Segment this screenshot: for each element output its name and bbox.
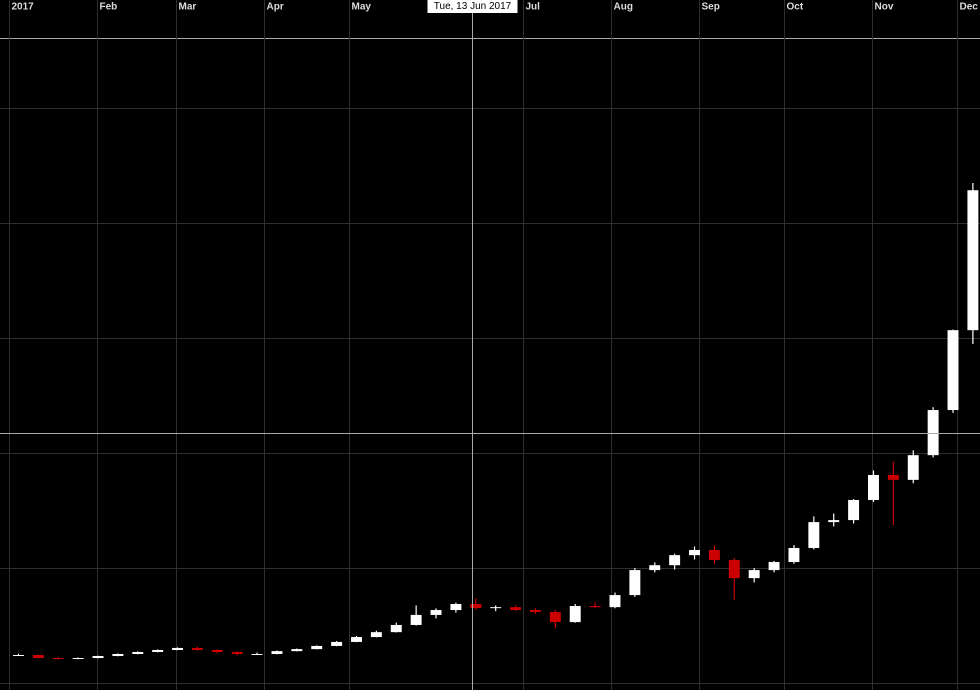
candle-body xyxy=(609,595,621,608)
candle-body xyxy=(967,190,979,331)
candle-body xyxy=(172,647,184,650)
candle-body xyxy=(92,656,104,659)
candle-body xyxy=(887,474,899,480)
candle-body xyxy=(589,606,601,608)
candle-body xyxy=(152,649,164,652)
candle-body xyxy=(728,560,740,579)
x-tick-label: Feb xyxy=(100,2,118,13)
x-tick-label: Aug xyxy=(614,2,633,13)
crosshair-label: Tue, 13 Jun 2017 xyxy=(434,1,512,12)
candle-body xyxy=(450,603,462,611)
candle-body xyxy=(490,607,502,609)
candle-body xyxy=(12,655,24,657)
candle-body xyxy=(231,651,243,654)
candle-body xyxy=(748,570,760,579)
candle-body xyxy=(629,570,641,596)
candle-body xyxy=(390,624,402,633)
candle-body xyxy=(211,649,223,652)
candle-body xyxy=(251,653,263,655)
candle-body xyxy=(72,658,84,660)
x-tick-label: Apr xyxy=(267,2,284,13)
candle-body xyxy=(708,549,720,561)
candle-body xyxy=(669,555,681,566)
x-tick-label: Sep xyxy=(702,2,720,13)
candle-body xyxy=(529,610,541,613)
candle-body xyxy=(191,647,203,650)
candle-body xyxy=(768,562,780,571)
candle-body xyxy=(549,612,561,623)
crosshair-label-box xyxy=(427,0,518,13)
x-tick-label: Mar xyxy=(179,2,197,13)
x-tick-label: 2017 xyxy=(12,2,35,13)
candle-body xyxy=(331,641,343,646)
candle-body xyxy=(689,549,700,556)
candle-body xyxy=(311,645,323,650)
candle-body xyxy=(112,653,124,657)
candle-body xyxy=(351,637,362,642)
x-tick-label: Nov xyxy=(875,2,894,13)
x-tick-label: Jul xyxy=(526,2,541,13)
candle-body xyxy=(271,651,283,654)
candle-body xyxy=(132,651,144,654)
candle-body xyxy=(947,330,959,411)
x-tick-label: Oct xyxy=(787,2,804,13)
candle-body xyxy=(569,606,581,623)
candle-body xyxy=(32,655,44,659)
candle-body xyxy=(927,410,939,456)
x-tick-label: May xyxy=(352,2,372,13)
candle-body xyxy=(907,455,919,480)
candle-body xyxy=(430,610,442,615)
candle-body xyxy=(788,547,800,563)
x-tick-label: Dec xyxy=(960,2,979,13)
candle-body xyxy=(868,474,879,500)
candle-body xyxy=(410,614,422,625)
candle-body xyxy=(470,603,482,609)
candle-body xyxy=(808,522,820,548)
candle-body xyxy=(291,649,303,652)
candle-body xyxy=(510,607,522,611)
candle-body xyxy=(828,520,840,523)
candle-body xyxy=(370,632,382,638)
candle-body xyxy=(649,565,661,571)
candle-body xyxy=(848,499,860,521)
candle-body xyxy=(52,658,64,660)
